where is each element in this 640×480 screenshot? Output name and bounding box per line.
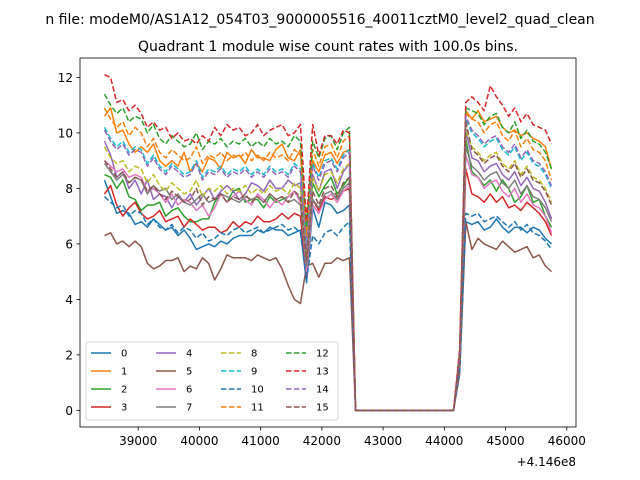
legend-label-8: 8	[251, 349, 257, 360]
axes-frame	[79, 57, 577, 428]
series-line-6	[103, 154, 553, 412]
y-tick-label: 2	[65, 348, 73, 362]
legend-label-10: 10	[251, 385, 264, 396]
legend-label-12: 12	[316, 349, 329, 360]
series-line-12	[103, 93, 553, 412]
x-tick-label: 43000	[364, 434, 402, 448]
legend-label-0: 0	[121, 349, 127, 360]
legend-label-1: 1	[121, 367, 127, 378]
series-line-7	[103, 146, 553, 412]
y-tick-label: 10	[58, 126, 73, 140]
legend-label-14: 14	[316, 385, 329, 396]
series-line-14	[103, 115, 553, 412]
series-line-8	[103, 129, 553, 412]
series-line-4	[103, 129, 553, 412]
legend-label-11: 11	[251, 403, 264, 414]
legend-label-15: 15	[316, 403, 329, 414]
x-tick-label: 45000	[486, 434, 524, 448]
series-line-11	[103, 107, 553, 412]
legend-box	[85, 341, 339, 421]
y-tick-label: 6	[65, 237, 73, 251]
x-tick-label: 41000	[242, 434, 280, 448]
x-offset-label: +4.146e8	[517, 455, 576, 469]
plot-lines	[103, 73, 553, 412]
x-tick-label: 46000	[548, 434, 586, 448]
x-tick-label: 40000	[180, 434, 218, 448]
legend-label-4: 4	[186, 349, 192, 360]
series-line-3	[103, 168, 553, 412]
figure-suptitle: n file: modeM0/AS1A12_054T03_9000005516_…	[45, 12, 594, 28]
series-line-15	[103, 121, 553, 412]
series-line-13	[104, 73, 553, 412]
y-tick-label: 4	[65, 293, 73, 307]
series-line-10	[103, 196, 553, 412]
x-tick-label: 39000	[119, 434, 157, 448]
x-tick-label: 42000	[303, 434, 341, 448]
y-tick-label: 0	[65, 404, 73, 418]
y-tick-label: 12	[58, 71, 73, 85]
legend-label-5: 5	[186, 367, 192, 378]
legend-label-3: 3	[121, 403, 127, 414]
series-line-9	[103, 118, 553, 412]
x-tick-label: 44000	[425, 434, 463, 448]
legend-label-2: 2	[121, 385, 127, 396]
series-line-1	[103, 107, 553, 412]
legend-label-6: 6	[186, 385, 192, 396]
legend-label-13: 13	[316, 367, 329, 378]
series-line-5	[104, 220, 553, 412]
legend-label-7: 7	[186, 403, 192, 414]
x-axis: 39000 40000 41000 42000 43000 44000 45000 46000	[119, 427, 586, 448]
chart-title: Quadrant 1 module wise count rates with …	[138, 39, 518, 55]
y-tick-label: 8	[65, 182, 73, 196]
legend-label-9: 9	[251, 367, 257, 378]
y-axis: 0 2 4 6 8 10 12	[58, 71, 80, 418]
series-line-0	[103, 179, 553, 412]
